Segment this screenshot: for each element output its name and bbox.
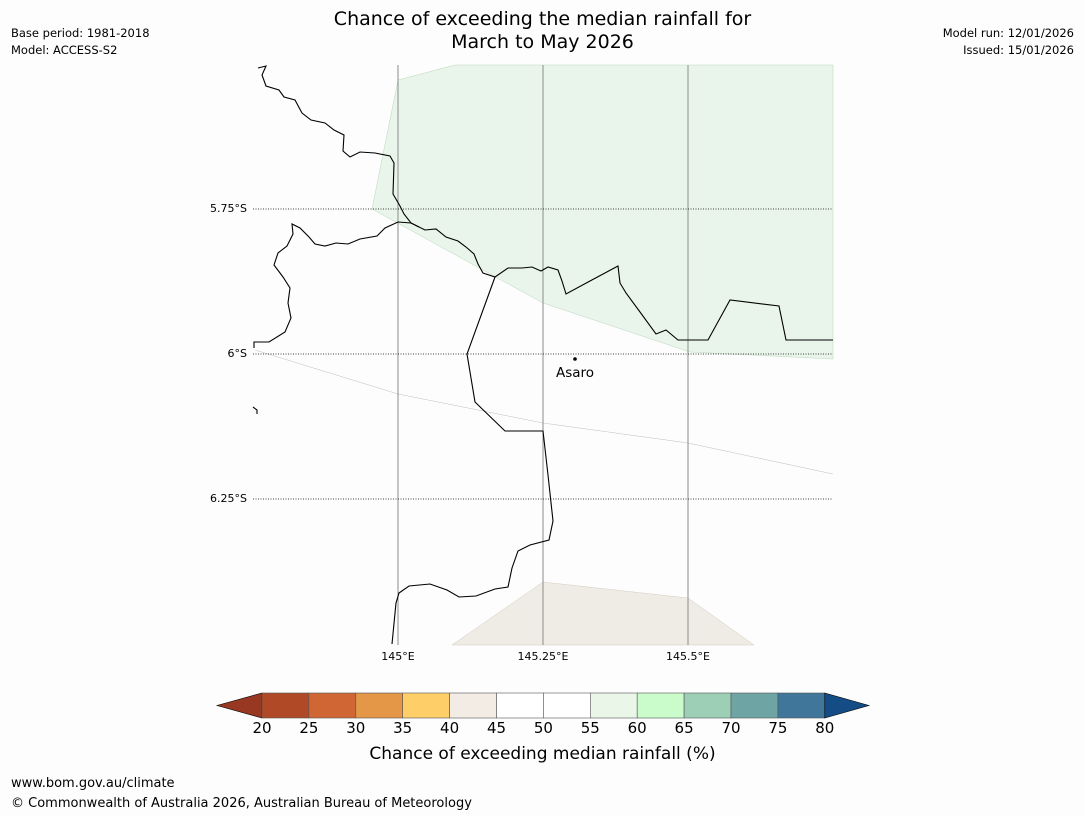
colorbar-tick-label: 25 [299, 719, 319, 737]
title-line-2: March to May 2026 [451, 31, 634, 53]
lat-label-6-25s: 6.25°S [210, 492, 247, 505]
meta-left: Base period: 1981-2018 Model: ACCESS-S2 [11, 25, 150, 59]
lon-label-145e: 145°E [381, 650, 415, 663]
forecast-region-south [451, 581, 755, 646]
footer-copyright: © Commonwealth of Australia 2026, Austra… [11, 796, 472, 811]
colorbar-segment [589, 692, 638, 719]
colorbar-segment [777, 692, 826, 719]
colorbar-segment [308, 692, 357, 719]
colorbar-tick-label: 30 [346, 719, 366, 737]
meridian-lines [397, 65, 689, 645]
colorbar-tick-label: 55 [580, 719, 600, 737]
colorbar-segment [730, 692, 779, 719]
lon-label-145-5e: 145.5°E [666, 650, 710, 663]
colorbar-tick-label: 20 [252, 719, 272, 737]
colorbar-segment [449, 692, 497, 719]
colorbar-tick-label: 70 [721, 719, 741, 737]
title-line-1: Chance of exceeding the median rainfall … [333, 8, 752, 30]
colorbar-tick-label: 40 [440, 719, 460, 737]
colorbar-label: Chance of exceeding median rainfall (%) [369, 744, 716, 764]
colorbar-segment [355, 692, 403, 719]
map-title: Chance of exceeding the median rainfall … [0, 8, 1085, 54]
colorbar-under-arrow [215, 692, 263, 719]
colorbar [215, 692, 871, 719]
footer-url[interactable]: www.bom.gov.au/climate [11, 776, 175, 791]
lat-label-5-75s: 5.75°S [210, 202, 247, 215]
colorbar-tick-label: 65 [674, 719, 694, 737]
forecast-region-north [371, 64, 834, 360]
colorbar-tick-label: 50 [533, 719, 553, 737]
colorbar-tick-label: 45 [486, 719, 507, 737]
place-label-asaro: Asaro [556, 365, 595, 381]
colorbar-tick-label: 80 [815, 719, 835, 737]
colorbar-segment [261, 692, 310, 719]
colorbar-segment [496, 692, 544, 719]
meta-right: Model run: 12/01/2026 Issued: 15/01/2026 [943, 25, 1074, 59]
colorbar-tick-label: 35 [393, 719, 413, 737]
lon-label-145-25e: 145.25°E [517, 650, 569, 663]
coastline [252, 65, 833, 645]
colorbar-tick-label: 60 [627, 719, 647, 737]
base-period-text: Base period: 1981-2018 [11, 26, 150, 40]
parallel-lines [253, 208, 833, 500]
colorbar-segment [402, 692, 450, 719]
asaro-marker[interactable] [573, 357, 577, 361]
lat-label-6s: 6°S [227, 347, 247, 360]
region-boundary-line [254, 349, 834, 475]
model-text: Model: ACCESS-S2 [11, 43, 118, 57]
colorbar-segment [683, 692, 732, 719]
colorbar-segment [543, 692, 591, 719]
colorbar-tick-label: 75 [768, 719, 788, 737]
issued-text: Issued: 15/01/2026 [963, 43, 1074, 57]
colorbar-segment [636, 692, 685, 719]
colorbar-over-arrow [824, 692, 871, 719]
model-run-text: Model run: 12/01/2026 [942, 26, 1074, 40]
